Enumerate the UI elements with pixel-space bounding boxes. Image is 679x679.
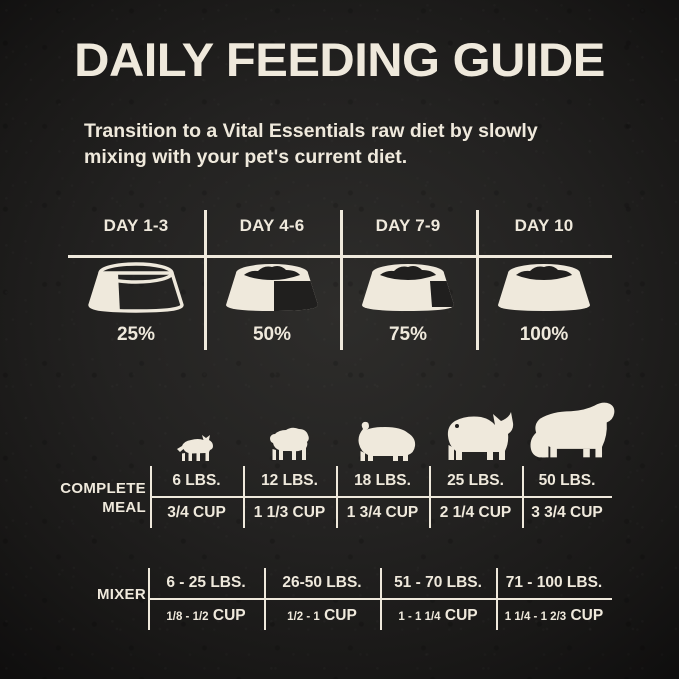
transition-schedule: DAY 1-3 25% <box>68 210 612 350</box>
complete-meal-col-divider-1 <box>243 466 245 528</box>
dog-silhouette-xlarge <box>524 396 618 466</box>
page-subtitle: Transition to a Vital Essentials raw die… <box>84 120 538 169</box>
mixer-label: MIXER <box>46 586 146 605</box>
table-cell-amount: 1 1/4 - 1 2/3 CUP <box>496 607 612 625</box>
mixer-col-divider-2 <box>380 568 382 630</box>
mixer-col-divider-3 <box>496 568 498 630</box>
dog-size-row <box>148 378 615 466</box>
table-cell-weight: 51 - 70 LBS. <box>394 574 482 591</box>
table-cell-weight: 18 LBS. <box>354 472 411 489</box>
table-cell-weight: 50 LBS. <box>538 472 596 489</box>
day-label: DAY 4-6 <box>239 216 305 235</box>
dog-silhouette-large <box>430 408 524 466</box>
dog-silhouette-small <box>242 422 336 466</box>
amount-unit: CUP <box>212 607 246 624</box>
day-label: DAY 10 <box>514 216 574 235</box>
day-label: DAY 7-9 <box>375 216 441 235</box>
table-cell-weight: 71 - 100 LBS. <box>505 574 603 591</box>
amount-fraction: 1 1/4 - 1 2/3 <box>504 611 567 623</box>
amount-unit: CUP <box>570 607 604 624</box>
table-cell-amount: 1 3/4 CUP <box>346 504 419 521</box>
day-percent: 25% <box>116 324 156 345</box>
amount-fraction: 1/8 - 1/2 <box>166 611 209 623</box>
table-cell-amount: 3/4 CUP <box>167 504 226 521</box>
complete-meal-col-divider-2 <box>336 466 338 528</box>
table-cell-weight: 12 LBS. <box>261 472 318 489</box>
complete-meal-label: COMPLETE MEAL <box>46 480 146 518</box>
dog-bowl-icon <box>476 256 612 318</box>
transition-column-1: DAY 1-3 25% <box>68 210 204 346</box>
dog-bowl-icon <box>68 256 204 318</box>
table-cell-amount: 3 3/4 CUP <box>531 504 603 521</box>
amount-fraction: 1/2 - 1 <box>287 611 320 623</box>
amount-unit: CUP <box>324 607 357 624</box>
table-cell-weight: 25 LBS. <box>447 472 504 489</box>
complete-meal-label-line2: MEAL <box>102 498 146 516</box>
day-column-divider-3 <box>476 210 479 350</box>
table-cell-amount: 1 - 1 1/4 CUP <box>380 607 496 625</box>
mixer-col-divider-1 <box>264 568 266 630</box>
page-title: DAILY FEEDING GUIDE <box>74 33 605 86</box>
day-column-divider-2 <box>340 210 343 350</box>
day-percent: 100% <box>519 324 569 345</box>
table-cell-amount: 1/8 - 1/2 CUP <box>148 607 264 625</box>
dog-bowl-icon <box>340 256 476 318</box>
transition-column-2: DAY 4-6 5 <box>204 210 340 346</box>
table-cell-amount: 1 1/3 CUP <box>253 504 326 521</box>
complete-meal-row-divider <box>150 496 612 498</box>
day-percent: 50% <box>252 324 292 345</box>
amount-fraction: 1 - 1 1/4 <box>398 611 441 623</box>
mixer-label-line1: MIXER <box>96 586 146 603</box>
dog-silhouette-xsmall <box>148 432 242 466</box>
transition-column-4: DAY 10 100% <box>476 210 612 346</box>
complete-meal-col-divider-4 <box>522 466 524 528</box>
day-percent: 75% <box>388 324 428 345</box>
transition-column-3: DAY 7-9 75% <box>340 210 476 346</box>
complete-meal-col-divider-3 <box>429 466 431 528</box>
table-cell-weight: 6 LBS. <box>172 472 221 489</box>
table-cell-amount: 2 1/4 CUP <box>439 504 512 521</box>
table-cell-weight: 6 - 25 LBS. <box>166 574 246 591</box>
mixer-col-divider-0 <box>148 568 150 630</box>
complete-meal-col-divider-0 <box>150 466 152 528</box>
day-column-divider-1 <box>204 210 207 350</box>
day-label: DAY 1-3 <box>103 216 169 235</box>
amount-unit: CUP <box>444 607 478 624</box>
table-cell-amount: 1/2 - 1 CUP <box>264 607 380 625</box>
dog-bowl-icon <box>204 256 340 318</box>
complete-meal-label-line1: COMPLETE <box>60 480 146 497</box>
dog-silhouette-medium <box>336 416 430 466</box>
table-cell-weight: 26-50 LBS. <box>282 574 362 591</box>
